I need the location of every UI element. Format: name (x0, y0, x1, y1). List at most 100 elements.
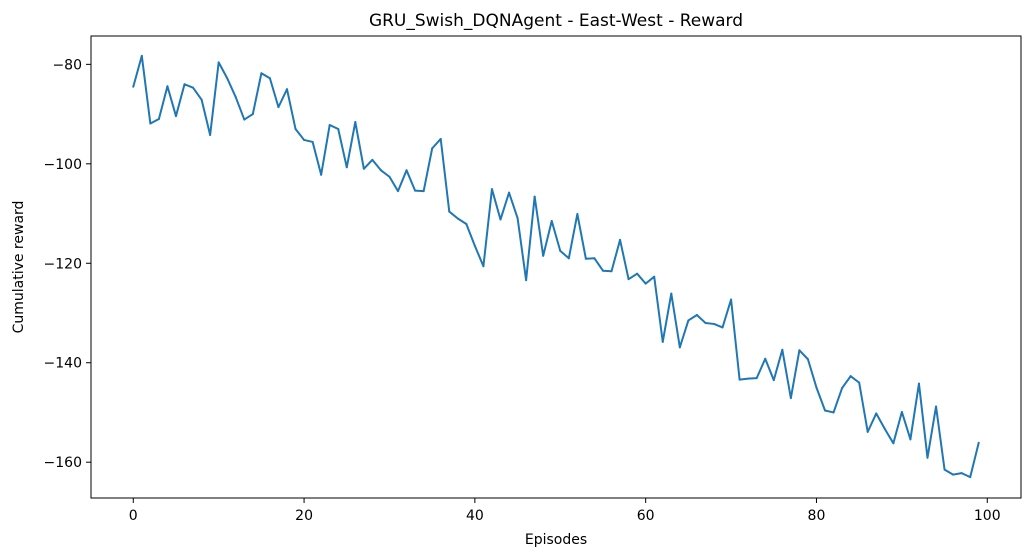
data-point (320, 173, 323, 176)
y-tick-label: −100 (44, 157, 82, 173)
data-point (866, 430, 869, 433)
data-point (397, 190, 400, 193)
data-point (243, 118, 246, 121)
data-point (781, 348, 784, 351)
data-point (653, 275, 656, 278)
data-point (431, 147, 434, 150)
y-tick-label: −140 (44, 356, 82, 372)
x-axis-ticks: 0 20 40 60 80 100 (129, 498, 1001, 524)
x-tick-label: 80 (808, 508, 826, 524)
data-point (183, 83, 186, 86)
data-point (354, 121, 357, 124)
x-tick-label: 0 (129, 508, 138, 524)
data-point (559, 249, 562, 252)
data-point (909, 438, 912, 441)
data-point (849, 375, 852, 378)
data-point (900, 410, 903, 413)
data-point (832, 411, 835, 414)
data-point (311, 140, 314, 143)
data-point (499, 218, 502, 221)
data-point (772, 379, 775, 382)
data-point (405, 169, 408, 172)
data-point (226, 77, 229, 80)
data-point (345, 166, 348, 169)
x-tick-label: 40 (466, 508, 484, 524)
y-axis-ticks: −80 −100 −120 −140 −160 (44, 57, 91, 471)
data-point (695, 313, 698, 316)
data-point (593, 257, 596, 260)
data-point (798, 349, 801, 352)
data-point (157, 118, 160, 121)
data-point (200, 98, 203, 101)
data-point (584, 257, 587, 260)
data-point (704, 321, 707, 324)
data-point (166, 85, 169, 88)
data-point (943, 468, 946, 471)
data-point (388, 175, 391, 178)
data-point (209, 133, 212, 136)
data-point (525, 279, 528, 282)
series-layer (132, 54, 980, 479)
data-point (542, 254, 545, 257)
data-point (448, 210, 451, 213)
data-point (371, 158, 374, 161)
data-point (268, 77, 271, 80)
y-axis-label: Cumulative reward (11, 201, 27, 334)
data-point (379, 169, 382, 172)
data-point (482, 265, 485, 268)
data-point (294, 128, 297, 130)
data-point (926, 456, 929, 459)
data-point (490, 188, 493, 191)
series-line-0 (132, 54, 980, 479)
data-point (875, 412, 878, 415)
data-point (456, 217, 459, 220)
y-tick-label: −160 (44, 455, 82, 471)
data-point (217, 61, 220, 64)
data-point (285, 88, 288, 91)
data-point (977, 441, 980, 444)
data-point (465, 222, 468, 225)
data-point (601, 269, 604, 272)
data-point (362, 167, 365, 170)
data-point (567, 257, 570, 260)
data-point (969, 476, 972, 479)
plot-frame (90, 35, 1022, 499)
data-point (687, 319, 690, 322)
data-point (303, 138, 306, 141)
data-point (439, 137, 442, 140)
x-tick-label: 100 (974, 508, 1001, 524)
data-point (755, 377, 758, 380)
data-point (192, 86, 195, 89)
data-point (550, 220, 553, 222)
data-point (422, 190, 425, 193)
data-point (619, 238, 622, 241)
data-point (678, 346, 681, 349)
data-point (721, 326, 724, 329)
data-point (730, 298, 733, 301)
data-point (533, 195, 536, 198)
data-point (789, 397, 792, 400)
data-point (858, 381, 861, 384)
data-point (824, 409, 827, 412)
data-point (140, 54, 143, 57)
y-tick-label: −120 (44, 256, 82, 272)
data-point (149, 122, 152, 125)
x-tick-label: 20 (295, 508, 313, 524)
data-point (576, 213, 579, 216)
data-point (328, 124, 331, 127)
data-point (670, 292, 673, 295)
data-point (610, 270, 613, 273)
data-point (174, 115, 177, 118)
data-point (251, 113, 254, 116)
data-point (960, 472, 963, 475)
data-point (337, 128, 340, 130)
data-point (738, 378, 741, 381)
data-point (841, 387, 844, 390)
data-point (892, 442, 895, 445)
data-point (636, 272, 639, 275)
data-point (952, 473, 955, 476)
data-point (414, 189, 417, 192)
data-point (815, 386, 818, 389)
